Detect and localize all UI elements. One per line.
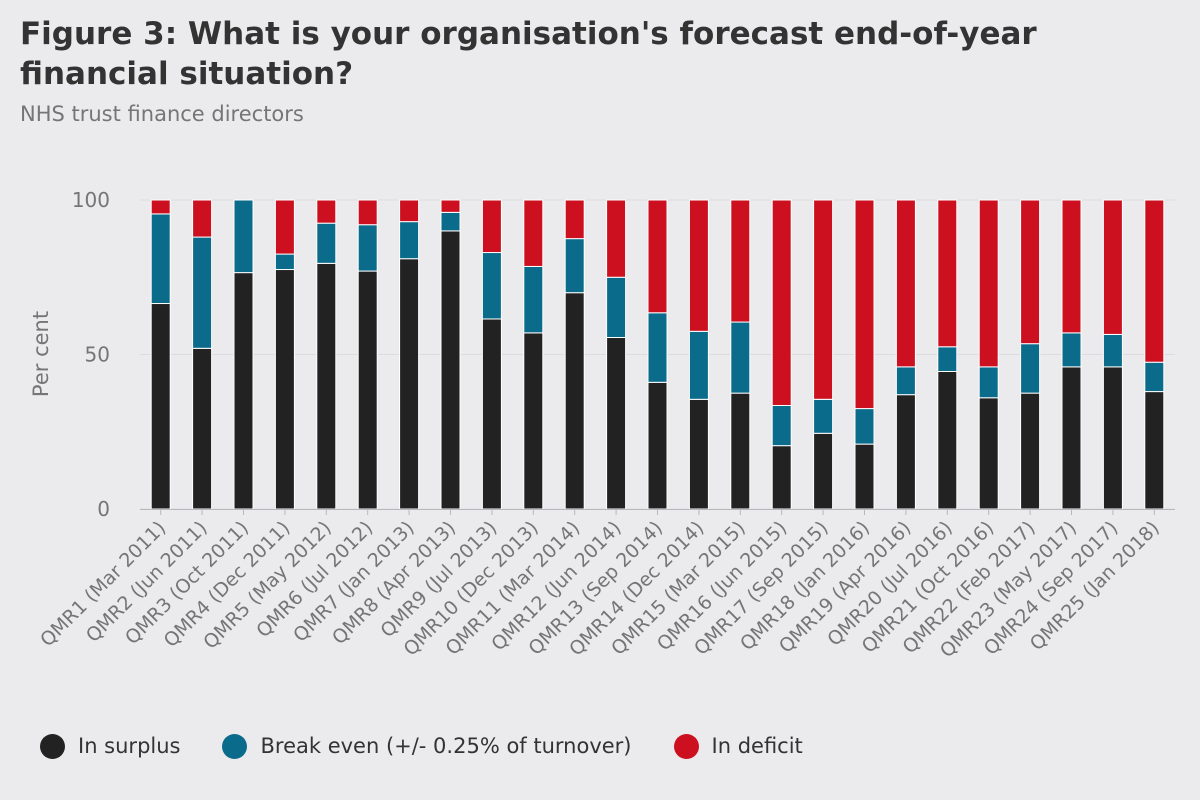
bar-segment-deficit bbox=[647, 199, 668, 314]
bar-segment-deficit bbox=[564, 199, 585, 240]
bar-segment-break-even bbox=[440, 211, 461, 232]
bar-segment-break-even bbox=[813, 398, 834, 434]
bar-segment-break-even bbox=[523, 265, 544, 334]
bar-segment-surplus bbox=[854, 443, 875, 510]
bar-segment-break-even bbox=[564, 238, 585, 294]
y-tick-label: 100 bbox=[72, 188, 110, 212]
bar-segment-deficit bbox=[523, 199, 544, 267]
bar-segment-surplus bbox=[233, 272, 254, 510]
bar-segment-surplus bbox=[399, 258, 420, 510]
y-tick-label: 50 bbox=[85, 343, 110, 367]
bar-segment-surplus bbox=[523, 332, 544, 510]
bar-segment-break-even bbox=[316, 222, 337, 264]
bar-segment-break-even bbox=[357, 224, 378, 272]
bar-segment-deficit bbox=[813, 199, 834, 400]
chart-legend: In surplus Break even (+/- 0.25% of turn… bbox=[40, 728, 845, 764]
legend-label-break-even: Break even (+/- 0.25% of turnover) bbox=[260, 734, 632, 758]
y-axis-label: Per cent bbox=[29, 311, 53, 397]
bar-segment-break-even bbox=[150, 213, 171, 305]
bar-segment-surplus bbox=[813, 432, 834, 510]
bar-segment-surplus bbox=[440, 230, 461, 510]
bar-segment-surplus bbox=[564, 292, 585, 510]
bar-segment-break-even bbox=[730, 321, 751, 394]
bar-segment-surplus bbox=[647, 381, 668, 510]
bar-segment-break-even bbox=[274, 253, 295, 271]
bar-segment-deficit bbox=[399, 199, 420, 223]
bar-segment-deficit bbox=[440, 199, 461, 213]
bar-segment-surplus bbox=[978, 397, 999, 510]
bar-segment-deficit bbox=[978, 199, 999, 368]
bar-segment-break-even bbox=[192, 236, 213, 349]
bar-segment-deficit bbox=[730, 199, 751, 323]
bar-segment-deficit bbox=[937, 199, 958, 348]
bar-segment-surplus bbox=[1102, 366, 1123, 510]
bar-segment-deficit bbox=[854, 199, 875, 410]
bar-segment-deficit bbox=[1061, 199, 1082, 334]
legend-item-break-even: Break even (+/- 0.25% of turnover) bbox=[222, 733, 632, 759]
bar-segment-deficit bbox=[150, 199, 171, 215]
y-tick-label: 0 bbox=[97, 497, 110, 521]
bar-segment-surplus bbox=[1144, 391, 1165, 510]
bar-segment-break-even bbox=[895, 366, 916, 396]
bar-segment-deficit bbox=[192, 199, 213, 238]
bar-segment-surplus bbox=[771, 445, 792, 510]
bar-segment-surplus bbox=[1020, 392, 1041, 510]
bar-segment-surplus bbox=[606, 337, 627, 510]
bar-segment-deficit bbox=[895, 199, 916, 368]
legend-label-surplus: In surplus bbox=[78, 734, 181, 758]
bar-segment-break-even bbox=[937, 346, 958, 372]
legend-swatch-break-even bbox=[222, 733, 248, 759]
bar-segment-surplus bbox=[937, 370, 958, 510]
bar-segment-break-even bbox=[854, 408, 875, 445]
bar-segment-deficit bbox=[771, 199, 792, 406]
bar-segment-break-even bbox=[1144, 361, 1165, 393]
bar-segment-deficit bbox=[1020, 199, 1041, 345]
bar-segment-surplus bbox=[895, 394, 916, 510]
bar-segment-break-even bbox=[978, 366, 999, 399]
bar-segment-surplus bbox=[357, 270, 378, 510]
legend-swatch-deficit bbox=[673, 733, 699, 759]
bar-segment-surplus bbox=[730, 392, 751, 510]
bar-segment-break-even bbox=[481, 252, 502, 320]
bar-segment-deficit bbox=[606, 199, 627, 278]
legend-label-deficit: In deficit bbox=[711, 734, 803, 758]
chart-title: Figure 3: What is your organisation's fo… bbox=[20, 16, 1037, 92]
bar-segment-surplus bbox=[316, 262, 337, 510]
bar-segment-surplus bbox=[688, 398, 709, 510]
bar-segment-surplus bbox=[150, 303, 171, 510]
bar-segment-deficit bbox=[357, 199, 378, 226]
bar-segment-break-even bbox=[1020, 343, 1041, 394]
bar-segment-deficit bbox=[316, 199, 337, 224]
legend-item-surplus: In surplus bbox=[40, 733, 181, 759]
bar-segment-deficit bbox=[274, 199, 295, 255]
bar-segment-surplus bbox=[274, 269, 295, 510]
bar-segment-break-even bbox=[606, 276, 627, 339]
chart-subtitle: NHS trust finance directors bbox=[20, 102, 304, 126]
bar-segment-deficit bbox=[1102, 199, 1123, 335]
bar-segment-break-even bbox=[399, 221, 420, 260]
bar-segment-break-even bbox=[647, 312, 668, 383]
bar-segment-deficit bbox=[1144, 199, 1165, 363]
bar-segment-surplus bbox=[192, 347, 213, 510]
bar-segment-break-even bbox=[233, 199, 254, 274]
bar-segment-break-even bbox=[771, 404, 792, 447]
bar-segment-break-even bbox=[1102, 333, 1123, 368]
legend-item-deficit: In deficit bbox=[673, 733, 803, 759]
legend-swatch-surplus bbox=[40, 733, 65, 759]
bar-segment-break-even bbox=[688, 330, 709, 400]
bar-segment-deficit bbox=[688, 199, 709, 332]
bar-segment-deficit bbox=[481, 199, 502, 254]
bar-segment-break-even bbox=[1061, 332, 1082, 368]
bar-segment-surplus bbox=[1061, 366, 1082, 510]
bar-segment-surplus bbox=[481, 318, 502, 510]
